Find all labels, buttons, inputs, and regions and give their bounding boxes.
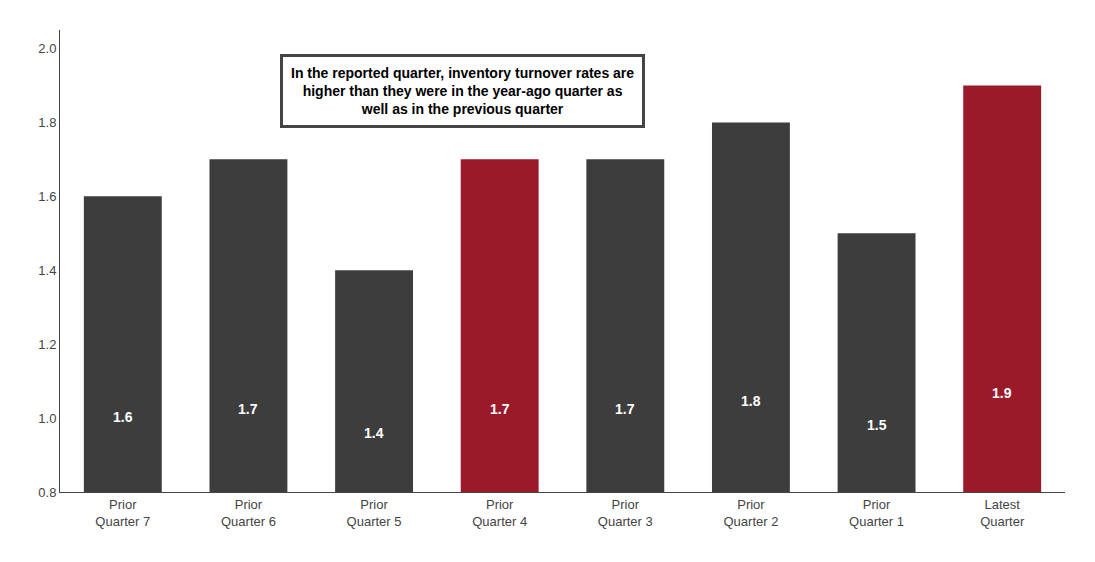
svg-text:1.6: 1.6 [38, 189, 56, 204]
svg-text:PriorQuarter 3: PriorQuarter 3 [598, 497, 653, 529]
svg-text:0.8: 0.8 [38, 485, 56, 500]
svg-text:2.0: 2.0 [38, 41, 56, 56]
svg-text:1.7: 1.7 [238, 401, 258, 417]
svg-text:1.2: 1.2 [38, 337, 56, 352]
svg-text:PriorQuarter 6: PriorQuarter 6 [221, 497, 276, 529]
svg-text:PriorQuarter 5: PriorQuarter 5 [347, 497, 402, 529]
svg-text:LatestQuarter: LatestQuarter [980, 497, 1025, 529]
svg-text:PriorQuarter 7: PriorQuarter 7 [95, 497, 150, 529]
svg-text:1.4: 1.4 [364, 425, 384, 441]
svg-text:PriorQuarter 1: PriorQuarter 1 [849, 497, 904, 529]
svg-text:In the reported quarter, inven: In the reported quarter, inventory turno… [291, 65, 634, 117]
svg-text:1.8: 1.8 [38, 115, 56, 130]
svg-text:1.7: 1.7 [490, 401, 510, 417]
svg-text:1.4: 1.4 [38, 263, 56, 278]
svg-text:1.7: 1.7 [615, 401, 635, 417]
svg-text:1.0: 1.0 [38, 411, 56, 426]
svg-text:1.9: 1.9 [992, 385, 1012, 401]
svg-text:1.8: 1.8 [741, 393, 761, 409]
svg-text:PriorQuarter 4: PriorQuarter 4 [472, 497, 527, 529]
svg-text:PriorQuarter 2: PriorQuarter 2 [723, 497, 778, 529]
svg-text:1.5: 1.5 [867, 417, 887, 433]
svg-text:1.6: 1.6 [113, 409, 133, 425]
